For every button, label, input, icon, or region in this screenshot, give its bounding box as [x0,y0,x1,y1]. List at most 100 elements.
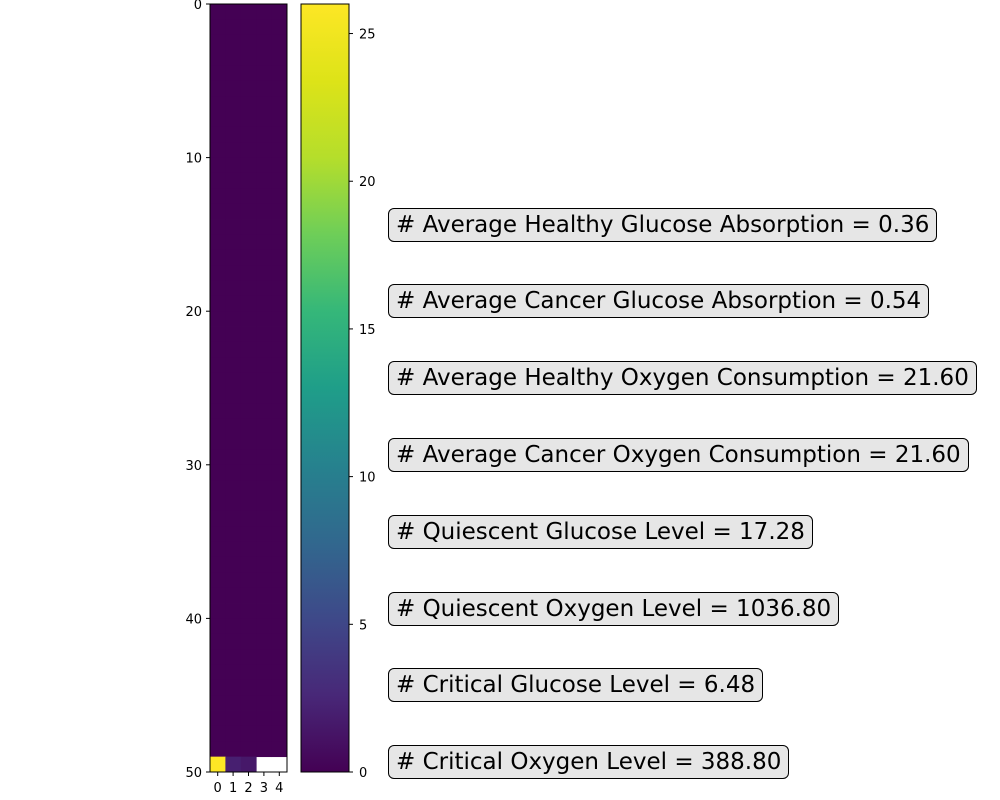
heatmap-cell [271,111,288,128]
heatmap-cell [210,603,226,619]
heatmap-cell [271,219,288,235]
heatmap-cell [271,633,288,650]
heatmap-cell [225,710,242,727]
annotation-box: # Quiescent Glucose Level = 17.28 [388,515,813,549]
heatmap-cell [256,664,272,681]
heatmap-cell [256,418,272,435]
heatmap-cell [210,280,226,297]
heatmap-cell [210,434,226,450]
heatmap-cell [210,80,226,97]
heatmap-cell [225,633,242,650]
heatmap-cell [256,326,272,343]
y-tick-label: 40 [185,612,202,627]
heatmap-cell [225,495,242,512]
heatmap-cell [240,203,257,220]
heatmap-cell [240,188,257,205]
heatmap-cell [240,710,257,727]
heatmap-cell [225,172,242,189]
heatmap-cell [210,725,226,742]
heatmap-cell [256,203,272,220]
heatmap-cell [240,111,257,128]
heatmap-cell [240,80,257,97]
heatmap-cell [256,618,272,635]
heatmap-cell [256,526,272,542]
heatmap-cell [210,388,226,404]
annotation-box: # Average Cancer Oxygen Consumption = 21… [388,438,969,472]
heatmap-cell [240,403,257,420]
heatmap-cell [271,388,288,404]
heatmap-cell [240,556,257,573]
heatmap-cell [210,96,226,112]
heatmap-cell [256,341,272,358]
heatmap-cell [225,280,242,297]
heatmap-cell [256,710,272,727]
x-tick-label: 4 [275,781,283,796]
heatmap-cell [210,464,226,481]
heatmap-cell [210,19,226,36]
heatmap-cell [256,741,272,758]
heatmap-cell [210,572,226,589]
heatmap-cell [240,295,257,312]
heatmap-cell [240,587,257,604]
heatmap-cell [210,526,226,542]
heatmap-cell [225,203,242,220]
heatmap-cell [225,311,242,327]
heatmap-cell [271,341,288,358]
heatmap-cell [240,50,257,66]
heatmap-cell [240,725,257,742]
y-tick-label: 30 [185,459,202,474]
heatmap-cell [225,434,242,450]
heatmap-cell [271,618,288,635]
heatmap-cell [240,695,257,711]
heatmap-cell [240,756,257,773]
heatmap-cell [271,203,288,220]
heatmap-cell [240,280,257,297]
heatmap-cell [225,80,242,97]
heatmap-cell [225,725,242,742]
heatmap-cell [271,34,288,51]
heatmap-cell [210,357,226,374]
heatmap-cell [210,741,226,758]
heatmap-cell [225,587,242,604]
heatmap-cell [271,311,288,327]
heatmap-cell [210,295,226,312]
heatmap-cell [225,326,242,343]
heatmap-cell [271,188,288,205]
heatmap-cell [256,311,272,327]
heatmap-cell [256,157,272,174]
heatmap-cell [210,142,226,158]
heatmap-cell [271,434,288,450]
colorbar-frame [300,3,350,773]
heatmap-cell [210,219,226,235]
heatmap-cell [240,249,257,266]
heatmap-cell [240,219,257,235]
annotation-box: # Average Cancer Glucose Absorption = 0.… [388,284,930,318]
heatmap-cell [210,449,226,466]
heatmap-cell [271,403,288,420]
heatmap-cell [256,434,272,450]
heatmap-cell [271,19,288,36]
heatmap-cell [225,50,242,66]
heatmap-cell [225,219,242,235]
heatmap-cell [210,587,226,604]
heatmap-cell [225,556,242,573]
heatmap-cell [210,618,226,635]
heatmap-cell [225,418,242,435]
heatmap-cell [256,111,272,128]
x-tick-label: 1 [229,781,237,796]
colorbar-tick-label: 5 [359,618,367,633]
heatmap-cell [210,679,226,696]
heatmap-cell [210,172,226,189]
heatmap-cell [240,357,257,374]
heatmap-cell [256,587,272,604]
heatmap-cell [240,418,257,435]
heatmap-cell [240,19,257,36]
heatmap-cell [225,449,242,466]
heatmap-cell [256,80,272,97]
heatmap-cell [225,157,242,174]
heatmap-cell [225,603,242,619]
heatmap-cell [271,157,288,174]
heatmap-cell [271,541,288,558]
heatmap-cell [240,664,257,681]
